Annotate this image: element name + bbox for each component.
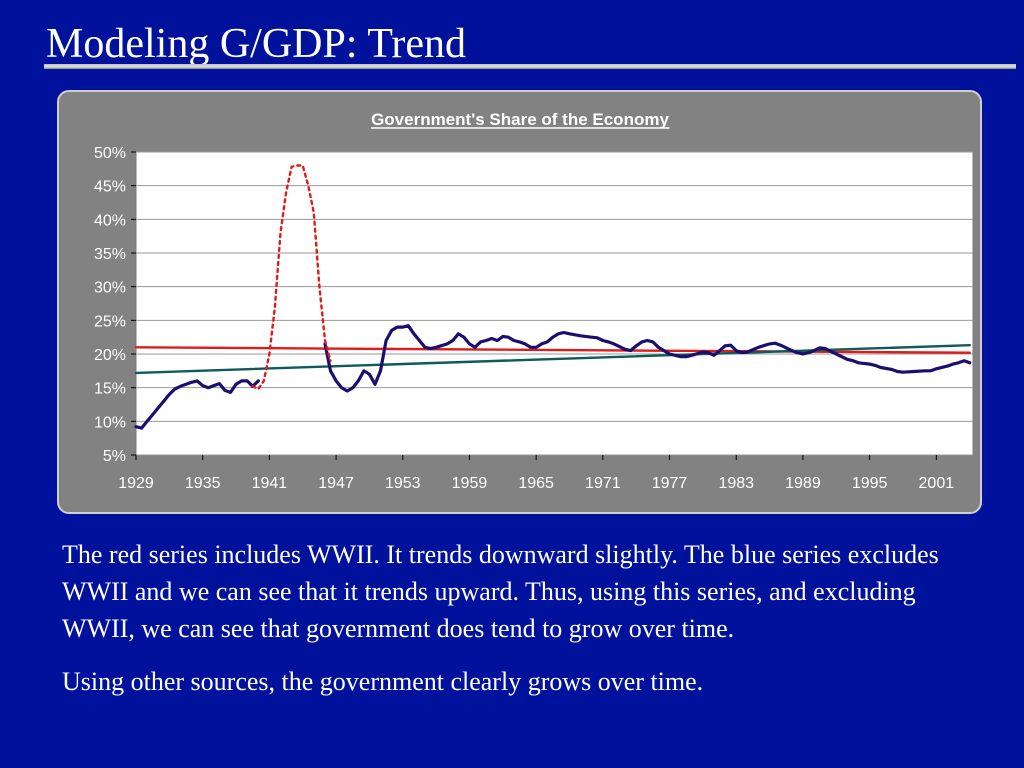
y-tick-label: 5% [103,448,126,465]
series-line-wwii [251,164,332,391]
y-tick-label: 45% [94,179,126,196]
x-tick-label: 1929 [118,475,154,492]
series-layer [134,164,972,430]
slide-title: Modeling G/GDP: Trend [46,21,467,67]
x-tick-label: 1959 [452,475,488,492]
body-paragraph: Using other sources, the government clea… [62,667,704,696]
series-line [323,324,972,393]
x-tick-label: 1977 [652,475,688,492]
x-tick-label: 1971 [585,475,621,492]
title-underline-bar [44,64,1016,69]
y-tick-label: 25% [94,313,126,330]
x-tick-label: 1965 [518,475,554,492]
x-tick-label: 1941 [252,475,288,492]
y-tick-label: 10% [94,414,126,431]
chart: Government's Share of the Economy 1929 19… [94,110,974,492]
y-tick-label: 20% [94,347,126,364]
grid-lines [136,151,973,456]
x-tick-label: 1953 [385,475,421,492]
x-axis-ticks: 1929 1935 1941 1947 1953 1959 1965 1971 1977 1983… [118,455,954,492]
body-paragraph: The red series includes WWII. It trends … [62,540,939,643]
slide-body: The red series includes WWII. It trends … [62,536,972,716]
y-tick-label: 50% [94,145,126,162]
x-tick-label: 1947 [318,475,354,492]
x-tick-label: 1935 [185,475,221,492]
y-tick-label: 40% [94,212,126,229]
series-line [134,379,260,430]
plot-area [135,151,974,456]
chart-title: Government's Share of the Economy [371,110,669,129]
y-tick-label: 35% [94,246,126,263]
x-tick-label: 1983 [718,475,754,492]
chart-panel: Government's Share of the Economy 1929 19… [57,90,982,514]
y-axis-ticks: 5% 10% 15% 20% 25% 30% 35% 40% 45% 50% [94,145,136,465]
x-tick-label: 2001 [919,475,955,492]
y-tick-label: 15% [94,381,126,398]
x-tick-label: 1989 [785,475,821,492]
x-tick-label: 1995 [852,475,888,492]
y-tick-label: 30% [94,280,126,297]
